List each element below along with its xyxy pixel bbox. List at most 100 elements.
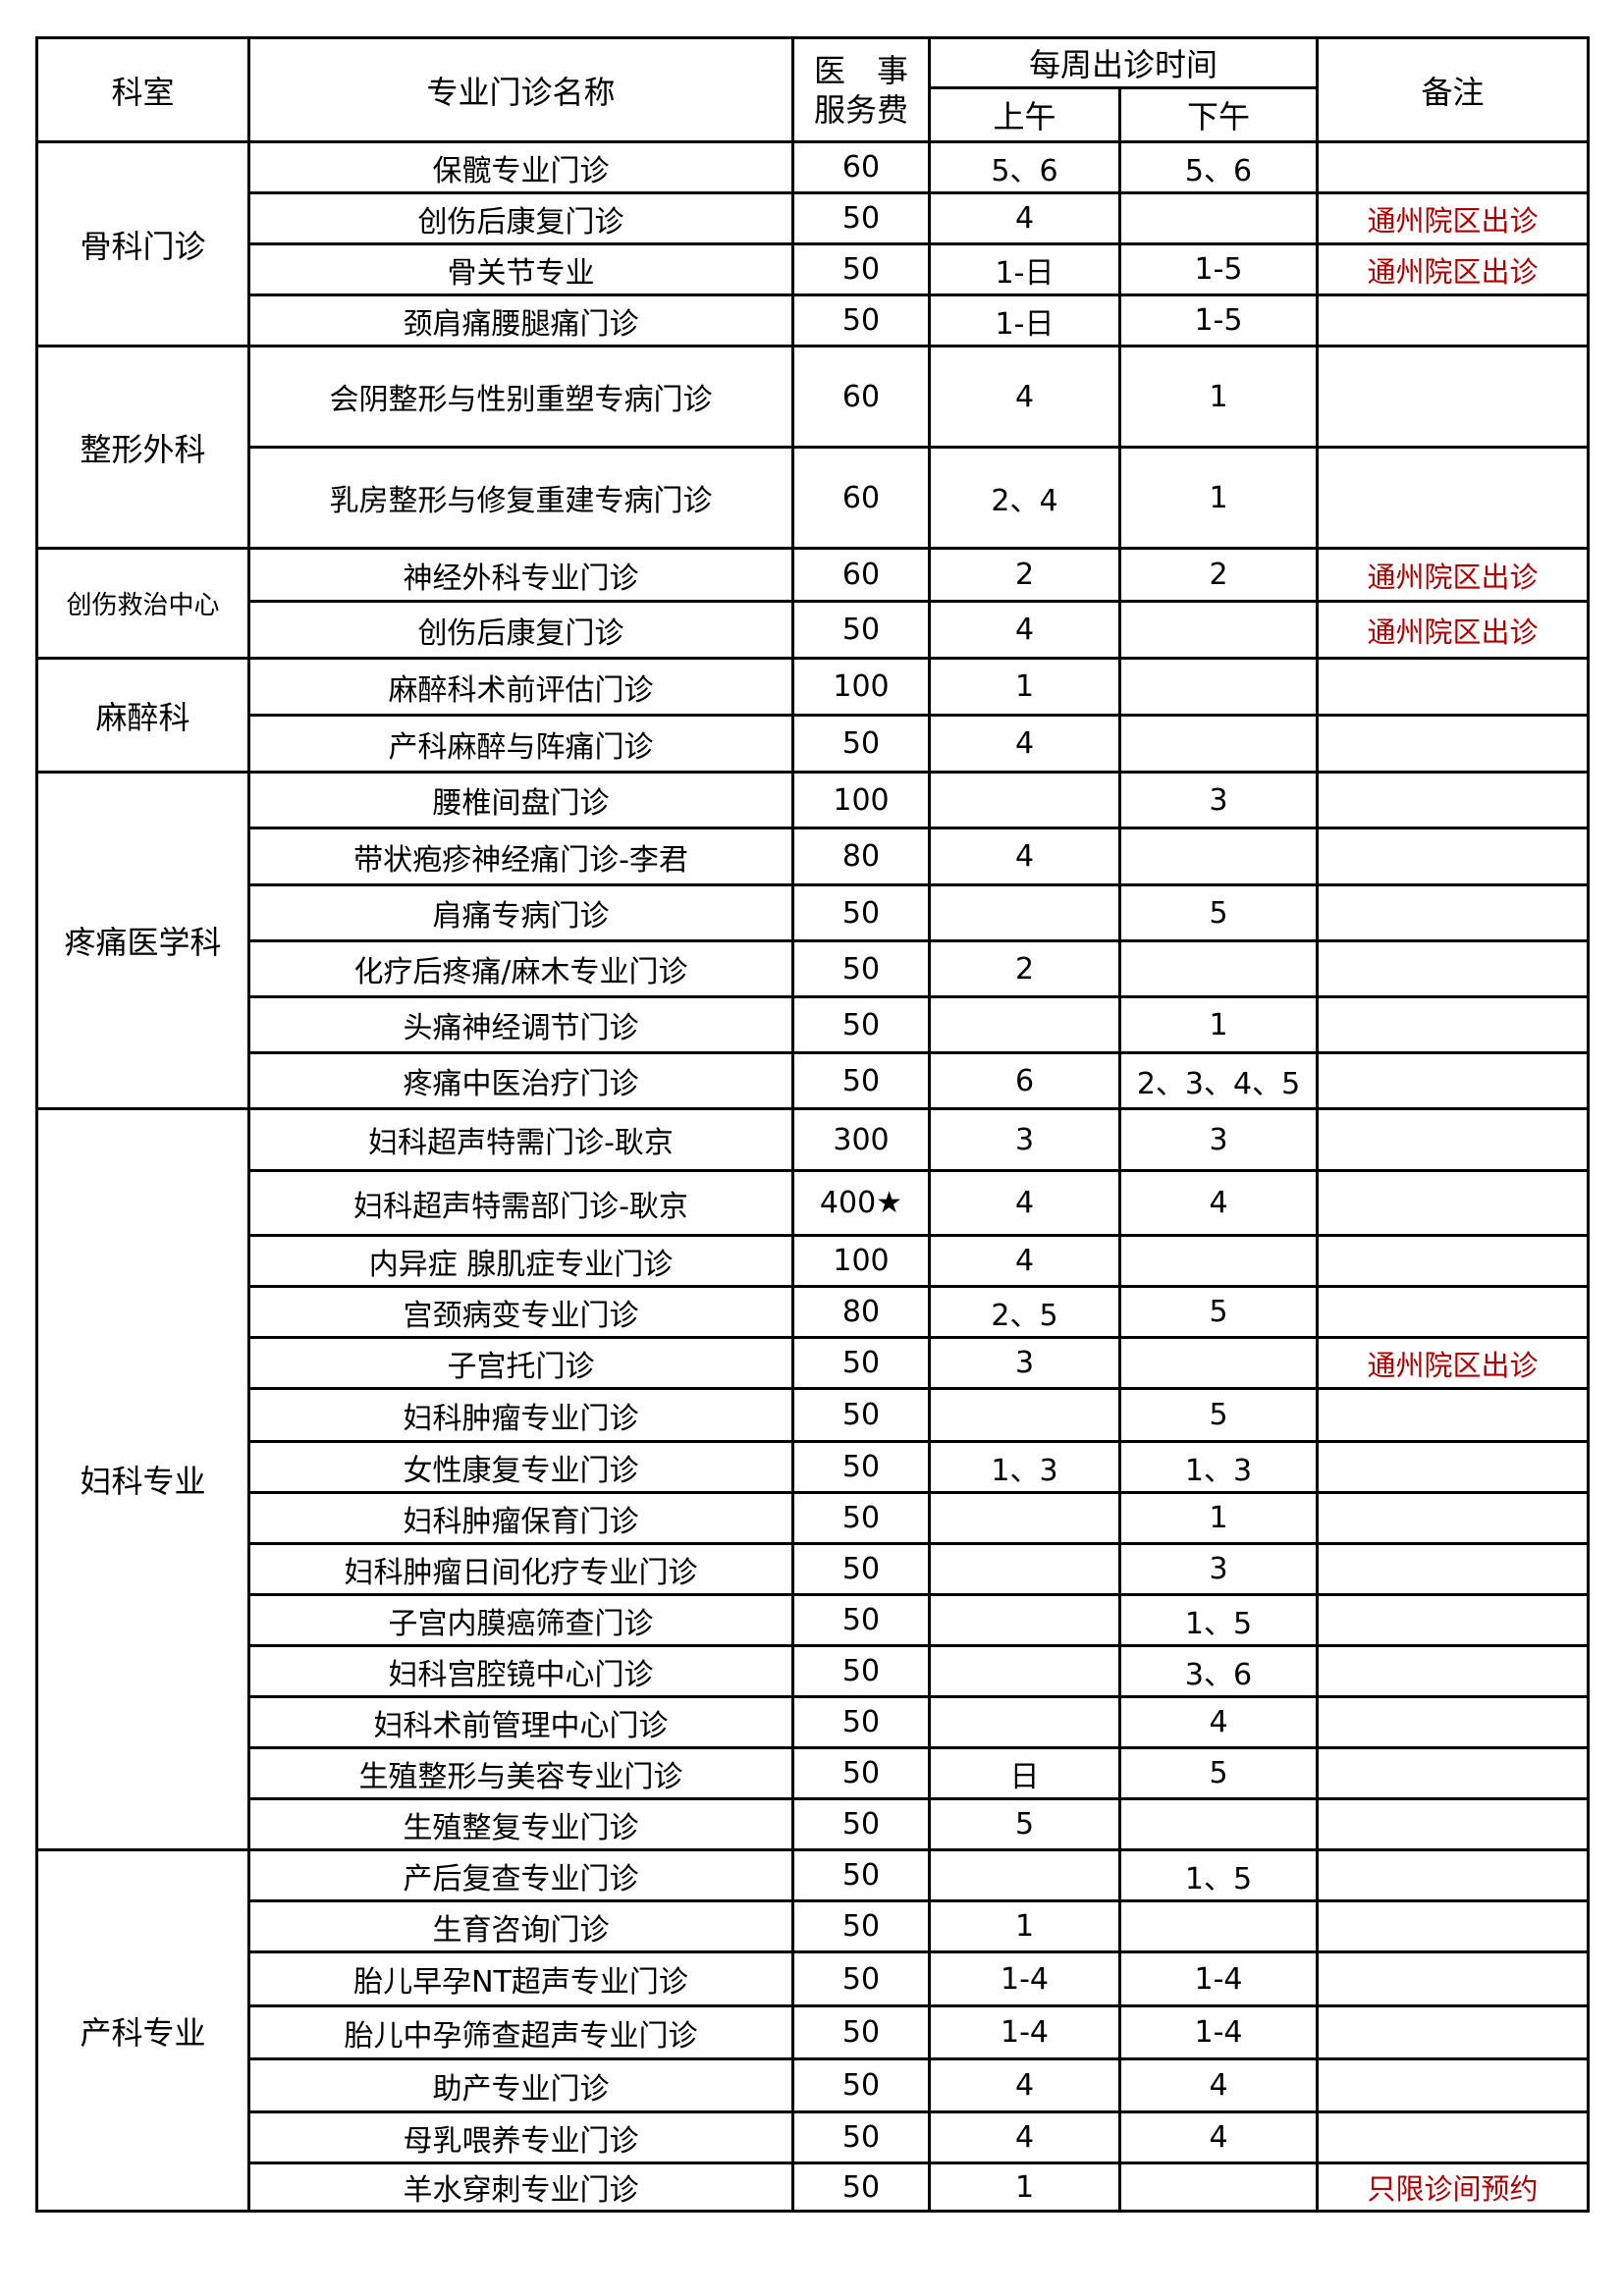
table-row: 子宫托门诊 50 3 通州院区出诊 [37, 1336, 1590, 1390]
morning-cell: 1-日 [928, 294, 1121, 347]
morning-cell: 6 [928, 1051, 1121, 1110]
clinic-name-cell: 子宫内膜癌筛查门诊 [247, 1593, 794, 1647]
fee-cell: 50 [791, 2057, 931, 2113]
fee-cell: 50 [791, 995, 931, 1054]
clinic-name-cell: 母乳喂养专业门诊 [247, 2110, 794, 2164]
table-row: 肩痛专病门诊 50 5 [37, 883, 1590, 942]
department-cell: 麻醉科 [35, 657, 250, 774]
remark-cell [1316, 714, 1590, 774]
table-row: 胎儿早孕NT超声专业门诊 50 1-4 1-4 [37, 1950, 1590, 2007]
remark-cell: 通州院区出诊 [1316, 191, 1590, 245]
afternoon-cell: 1-5 [1118, 294, 1319, 347]
fee-cell: 50 [791, 2004, 931, 2060]
morning-cell: 1 [928, 657, 1121, 717]
clinic-name-cell: 生殖整形与美容专业门诊 [247, 1746, 794, 1800]
table-row: 麻醉科 麻醉科术前评估门诊 100 1 [35, 657, 1590, 774]
clinic-name-cell: 乳房整形与修复重建专病门诊 [247, 446, 794, 550]
afternoon-cell: 1-4 [1118, 1950, 1319, 2007]
fee-cell: 60 [791, 140, 931, 194]
fee-cell: 50 [791, 714, 931, 774]
afternoon-cell [1118, 1899, 1319, 1953]
department-cell: 疼痛医学科 [35, 771, 250, 1110]
clinic-name-cell: 宫颈病变专业门诊 [247, 1285, 794, 1339]
clinic-name-cell: 妇科肿瘤日间化疗专业门诊 [247, 1542, 794, 1596]
morning-cell [928, 883, 1121, 942]
header-weekly-schedule: 每周出诊时间 [928, 36, 1319, 89]
remark-cell [1316, 771, 1590, 829]
afternoon-cell: 3、6 [1118, 1644, 1319, 1698]
remark-cell: 通州院区出诊 [1316, 242, 1590, 296]
afternoon-cell: 1、3 [1118, 1440, 1319, 1494]
table-row: 骨科门诊 保髋专业门诊 60 5、6 5、6 [35, 140, 1590, 347]
table-row: 妇科肿瘤专业门诊 50 5 [37, 1387, 1590, 1443]
clinic-name-cell: 妇科超声特需部门诊-耿京 [247, 1169, 794, 1237]
afternoon-cell [1118, 1336, 1319, 1390]
table-row: 羊水穿刺专业门诊 50 1 只限诊间预约 [37, 2162, 1590, 2213]
header-fee-line2: 服务费 [813, 90, 908, 129]
remark-cell [1316, 1440, 1590, 1494]
remark-cell: 通州院区出诊 [1316, 600, 1590, 660]
clinic-name-cell: 疼痛中医治疗门诊 [247, 1051, 794, 1110]
morning-cell: 4 [928, 2110, 1121, 2164]
table-row: 产科麻醉与阵痛门诊 50 4 [37, 714, 1590, 774]
table-row: 骨关节专业 50 1-日 1-5 通州院区出诊 [37, 242, 1590, 296]
table-row: 妇科超声特需部门诊-耿京 400★ 4 4 [37, 1169, 1590, 1237]
table-row: 疼痛医学科 腰椎间盘门诊 100 3 [35, 771, 1590, 1110]
morning-cell: 日 [928, 1746, 1121, 1800]
fee-cell: 60 [791, 547, 931, 603]
morning-cell: 4 [928, 345, 1121, 449]
table-row: 乳房整形与修复重建专病门诊 60 2、4 1 [37, 446, 1590, 550]
remark-cell [1316, 1644, 1590, 1698]
afternoon-cell [1118, 714, 1319, 774]
afternoon-cell [1118, 827, 1319, 886]
remark-cell [1316, 1107, 1590, 1172]
morning-cell: 4 [928, 600, 1121, 660]
afternoon-cell: 4 [1118, 1695, 1319, 1749]
remark-cell [1316, 995, 1590, 1054]
remark-cell [1316, 446, 1590, 550]
afternoon-cell: 5 [1118, 1746, 1319, 1800]
morning-cell [928, 1542, 1121, 1596]
morning-cell [928, 1387, 1121, 1443]
clinic-name-cell: 颈肩痛腰腿痛门诊 [247, 294, 794, 347]
remark-cell [1316, 939, 1590, 998]
clinic-name-cell: 妇科术前管理中心门诊 [247, 1695, 794, 1749]
fee-cell: 50 [791, 1387, 931, 1443]
table-row: 带状疱疹神经痛门诊-李君 80 4 [37, 827, 1590, 886]
clinic-name-cell: 生育咨询门诊 [247, 1899, 794, 1953]
clinic-name-cell: 妇科肿瘤专业门诊 [247, 1387, 794, 1443]
table-row: 妇科专业 妇科超声特需门诊-耿京 300 3 3 [35, 1107, 1590, 1851]
fee-cell: 50 [791, 2110, 931, 2164]
clinic-name-cell: 女性康复专业门诊 [247, 1440, 794, 1494]
afternoon-cell: 5 [1118, 883, 1319, 942]
clinic-name-cell: 腰椎间盘门诊 [247, 771, 794, 829]
morning-cell: 4 [928, 827, 1121, 886]
table-row: 整形外科 会阴整形与性别重塑专病门诊 60 4 1 [35, 345, 1590, 550]
clinic-name-cell: 胎儿中孕筛查超声专业门诊 [247, 2004, 794, 2060]
clinic-name-cell: 助产专业门诊 [247, 2057, 794, 2113]
fee-cell: 80 [791, 1285, 931, 1339]
morning-cell: 1 [928, 2162, 1121, 2213]
afternoon-cell [1118, 1234, 1319, 1288]
remark-cell [1316, 657, 1590, 717]
morning-cell: 4 [928, 1169, 1121, 1237]
afternoon-cell: 1、5 [1118, 1848, 1319, 1902]
remark-cell [1316, 827, 1590, 886]
fee-cell: 50 [791, 1051, 931, 1110]
morning-cell: 3 [928, 1336, 1121, 1390]
fee-cell: 50 [791, 1542, 931, 1596]
afternoon-cell: 4 [1118, 2057, 1319, 2113]
header-clinic-name: 专业门诊名称 [247, 36, 794, 143]
table-row: 妇科肿瘤保育门诊 50 1 [37, 1491, 1590, 1545]
morning-cell: 4 [928, 714, 1121, 774]
table-row: 生殖整复专业门诊 50 5 [37, 1797, 1590, 1851]
remark-cell [1316, 1387, 1590, 1443]
morning-cell: 5、6 [928, 140, 1121, 194]
table-row: 妇科术前管理中心门诊 50 4 [37, 1695, 1590, 1749]
remark-cell [1316, 1169, 1590, 1237]
afternoon-cell: 2、3、4、5 [1118, 1051, 1319, 1110]
morning-cell: 1、3 [928, 1440, 1121, 1494]
table-row: 颈肩痛腰腿痛门诊 50 1-日 1-5 [37, 294, 1590, 347]
morning-cell [928, 1848, 1121, 1902]
table-row: 创伤后康复门诊 50 4 通州院区出诊 [37, 600, 1590, 660]
